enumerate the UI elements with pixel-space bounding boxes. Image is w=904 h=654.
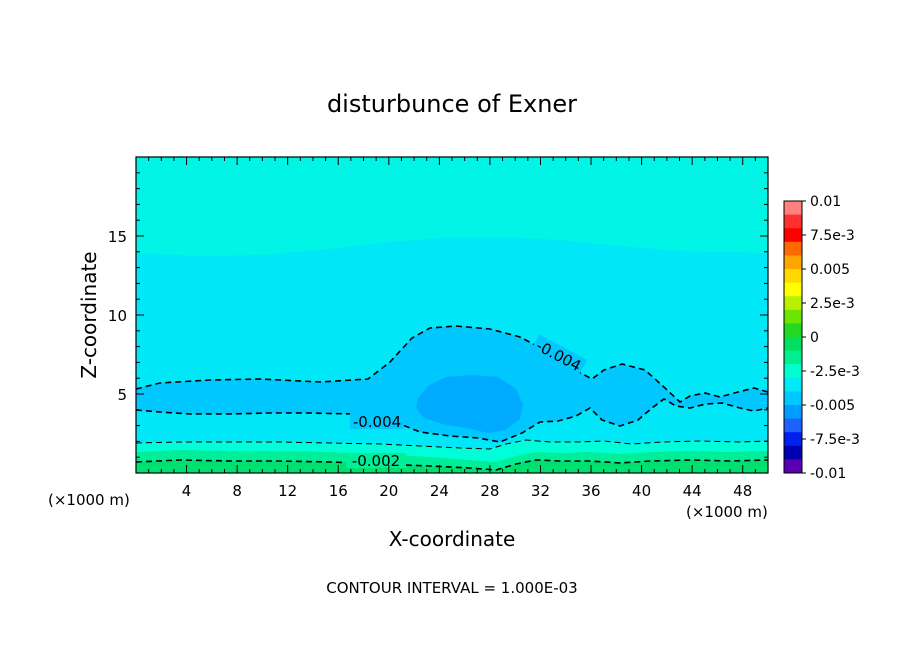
colorbar-labels: 0.01 7.5e-3 0.005 2.5e-3 0 -2.5e-3 -0.005 -7.5e… bbox=[802, 194, 860, 482]
colorbar-swatch bbox=[784, 241, 802, 256]
colorbar-label: -0.005 bbox=[810, 398, 855, 414]
colorbar-swatch bbox=[784, 418, 802, 433]
colorbar-swatch bbox=[784, 445, 802, 460]
colorbar-swatch bbox=[784, 296, 802, 311]
colorbar-swatch bbox=[784, 255, 802, 270]
colorbar-swatch bbox=[784, 269, 802, 284]
y-tick-labels: 5 10 15 bbox=[108, 228, 127, 404]
tick-marks bbox=[136, 157, 768, 473]
x-tick-label: 20 bbox=[379, 482, 398, 500]
colorbar-label: -7.5e-3 bbox=[810, 432, 860, 448]
contour-label: -0.002 bbox=[352, 452, 400, 470]
colorbar-swatch bbox=[784, 323, 802, 338]
plot-area: -0.004 -0.004 -0.002 bbox=[135, 156, 769, 474]
x-tick-label: 12 bbox=[278, 482, 297, 500]
colorbar-label: 0.005 bbox=[810, 262, 850, 278]
contour-surface bbox=[135, 459, 769, 471]
colorbar-swatch bbox=[784, 459, 802, 474]
region-core bbox=[416, 375, 523, 433]
x-tick-label: 36 bbox=[581, 482, 600, 500]
colorbar bbox=[784, 201, 802, 474]
x-tick-label: 40 bbox=[632, 482, 651, 500]
colorbar-label: -2.5e-3 bbox=[810, 364, 860, 380]
colorbar-swatch bbox=[784, 309, 802, 324]
x-tick-label: 8 bbox=[232, 482, 242, 500]
y-tick-label: 15 bbox=[108, 228, 127, 246]
colorbar-swatch bbox=[784, 337, 802, 352]
colorbar-swatch bbox=[784, 377, 802, 392]
y-tick-label: 5 bbox=[117, 386, 127, 404]
contour-lower bbox=[135, 398, 769, 443]
colorbar-swatch bbox=[784, 432, 802, 447]
region-ground bbox=[136, 460, 768, 473]
colorbar-swatch bbox=[784, 214, 802, 229]
x-unit-right: (×1000 m) bbox=[686, 503, 768, 521]
colorbar-label: 7.5e-3 bbox=[810, 228, 855, 244]
contour-near-surface bbox=[135, 439, 769, 450]
x-tick-label: 16 bbox=[329, 482, 348, 500]
colorbar-swatch bbox=[784, 350, 802, 365]
colorbar-swatch bbox=[784, 391, 802, 406]
contour-label: -0.004 bbox=[353, 413, 401, 431]
x-tick-label: 4 bbox=[182, 482, 192, 500]
x-tick-label: 48 bbox=[733, 482, 752, 500]
x-unit-left: (×1000 m) bbox=[48, 491, 130, 509]
y-tick-label: 10 bbox=[108, 307, 127, 325]
x-tick-label: 24 bbox=[430, 482, 449, 500]
x-tick-labels: 4 8 12 16 20 24 28 32 36 40 44 48 bbox=[182, 482, 752, 500]
colorbar-swatch bbox=[784, 405, 802, 420]
x-axis-label: X-coordinate bbox=[389, 527, 516, 551]
colorbar-swatch bbox=[784, 201, 802, 216]
y-axis-label: Z-coordinate bbox=[77, 251, 101, 378]
x-tick-label: 32 bbox=[531, 482, 550, 500]
x-tick-label: 28 bbox=[480, 482, 499, 500]
colorbar-swatch bbox=[784, 364, 802, 379]
x-tick-label: 44 bbox=[683, 482, 702, 500]
colorbar-swatch bbox=[784, 228, 802, 243]
colorbar-label: 0.01 bbox=[810, 194, 841, 210]
colorbar-label: 0 bbox=[810, 330, 819, 346]
colorbar-label: -0.01 bbox=[810, 466, 846, 482]
colorbar-swatch bbox=[784, 282, 802, 297]
contour-interval-footer: CONTOUR INTERVAL = 1.000E-03 bbox=[326, 579, 577, 597]
chart-title: disturbunce of Exner bbox=[327, 90, 577, 118]
colorbar-label: 2.5e-3 bbox=[810, 296, 855, 312]
